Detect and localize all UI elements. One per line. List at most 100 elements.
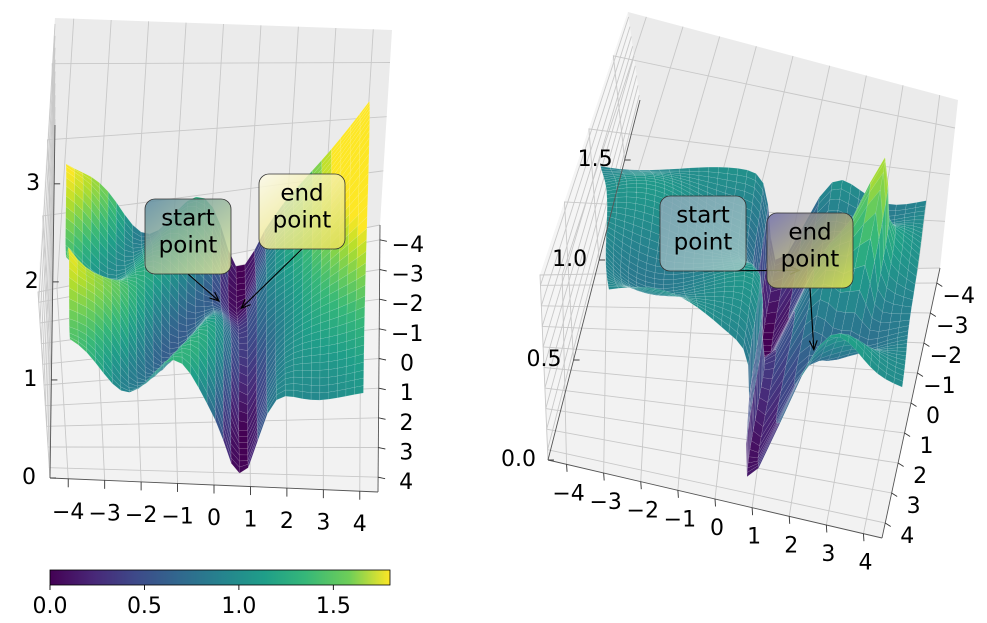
x-tick-mark xyxy=(752,508,753,516)
surface-patch xyxy=(285,384,294,391)
surface-patch xyxy=(607,197,617,202)
x-tick-label: 4 xyxy=(858,551,872,576)
surface-patch xyxy=(709,167,719,173)
y-tick-mark xyxy=(917,373,923,377)
y-tick-label: 0 xyxy=(400,352,414,377)
y-tick-label: −1 xyxy=(391,322,423,347)
surface-patch xyxy=(239,437,248,443)
x-tick-label: 4 xyxy=(353,512,367,537)
colorbar-tick-label: 1.0 xyxy=(221,594,256,619)
z-tick-label: 2 xyxy=(25,269,39,294)
surface-patch xyxy=(329,344,338,354)
surface-patch xyxy=(654,279,664,285)
x-tick-label: −3 xyxy=(88,501,120,526)
x-tick-label: −4 xyxy=(52,500,84,525)
surface-patch xyxy=(311,347,320,356)
y-tick-label: 3 xyxy=(399,441,413,466)
surface-patch xyxy=(329,368,338,377)
y-tick-mark xyxy=(911,403,917,407)
surface-patch xyxy=(627,287,638,288)
surface-patch xyxy=(355,386,364,395)
annotation-text: point xyxy=(159,233,218,259)
x-tick-mark xyxy=(678,490,679,498)
x-tick-label: 1 xyxy=(747,525,761,550)
annotation-text: point xyxy=(273,208,332,234)
y-tick-label: −3 xyxy=(936,314,968,339)
x-tick-label: 1 xyxy=(243,508,257,533)
surface-patch xyxy=(303,377,312,385)
y-tick-mark xyxy=(885,523,891,527)
x-tick-mark xyxy=(715,499,716,507)
y-tick-mark xyxy=(937,283,943,287)
surface-patch xyxy=(239,421,248,431)
surface-patch xyxy=(914,216,924,221)
annotation-text: point xyxy=(781,247,840,273)
surface-patch xyxy=(303,384,312,392)
x-tick-mark xyxy=(826,525,827,533)
surface-patch xyxy=(890,314,901,323)
surface-patch xyxy=(669,169,680,171)
y-tick-label: −3 xyxy=(391,263,423,288)
surface-patch xyxy=(664,280,674,285)
y-tick-mark xyxy=(379,359,386,361)
y-tick-label: 1 xyxy=(920,434,934,459)
surface-patch xyxy=(634,174,645,176)
colorbar-tick-label: 0.0 xyxy=(33,594,68,619)
y-tick-mark xyxy=(379,388,386,390)
surface-patch xyxy=(311,355,320,363)
surface-patch xyxy=(311,385,320,393)
surface-patch xyxy=(635,176,645,178)
surface-patch xyxy=(285,390,294,397)
surface-patch xyxy=(320,337,329,347)
z-tick-label: 1 xyxy=(23,367,37,392)
z-tick-label: 3 xyxy=(26,171,40,196)
surface-patch xyxy=(649,170,660,171)
y-tick-mark xyxy=(379,299,386,301)
y-tick-label: 2 xyxy=(913,464,927,489)
y-tick-mark xyxy=(380,240,387,242)
x-tick-mark xyxy=(641,482,642,490)
surface-patch xyxy=(607,202,617,207)
y-tick-label: 4 xyxy=(900,524,914,549)
x-tick-label: 0 xyxy=(710,516,724,541)
surface-patch xyxy=(655,273,665,280)
surface-patch xyxy=(294,370,303,377)
x-tick-label: −1 xyxy=(161,504,193,529)
y-tick-label: 4 xyxy=(399,470,413,495)
surface-patch xyxy=(239,443,248,449)
x-tick-label: 2 xyxy=(280,509,294,534)
surface-patch xyxy=(294,364,303,371)
surface-patch xyxy=(320,392,329,400)
grid-y-floor xyxy=(48,447,378,448)
x-tick-label: −3 xyxy=(589,490,621,515)
x-tick-mark xyxy=(567,464,568,472)
surface-patch xyxy=(689,168,699,172)
x-tick-mark xyxy=(789,516,790,524)
surface-patch xyxy=(627,184,637,188)
surface-patch xyxy=(329,352,338,362)
surface-patch xyxy=(627,188,637,193)
surface-patch xyxy=(311,370,320,378)
y-tick-mark xyxy=(924,343,930,347)
surface-patch xyxy=(294,377,303,384)
surface-patch xyxy=(734,281,744,287)
surface-patch xyxy=(881,312,892,323)
surface-patch xyxy=(303,356,312,364)
surface-patch xyxy=(320,377,329,385)
annotation-text: start xyxy=(161,206,215,232)
surface-patch xyxy=(311,393,320,400)
surface-patch xyxy=(868,330,879,339)
x-tick-mark xyxy=(604,473,605,481)
surface-patch xyxy=(762,339,773,346)
y-tick-label: −2 xyxy=(391,292,423,317)
surface-patch xyxy=(735,276,745,281)
y-tick-label: 2 xyxy=(400,411,414,436)
y-tick-mark xyxy=(378,448,385,450)
surface-patch xyxy=(659,169,670,171)
colorbar-tick-label: 1.5 xyxy=(316,594,351,619)
x-tick-mark xyxy=(863,534,864,542)
